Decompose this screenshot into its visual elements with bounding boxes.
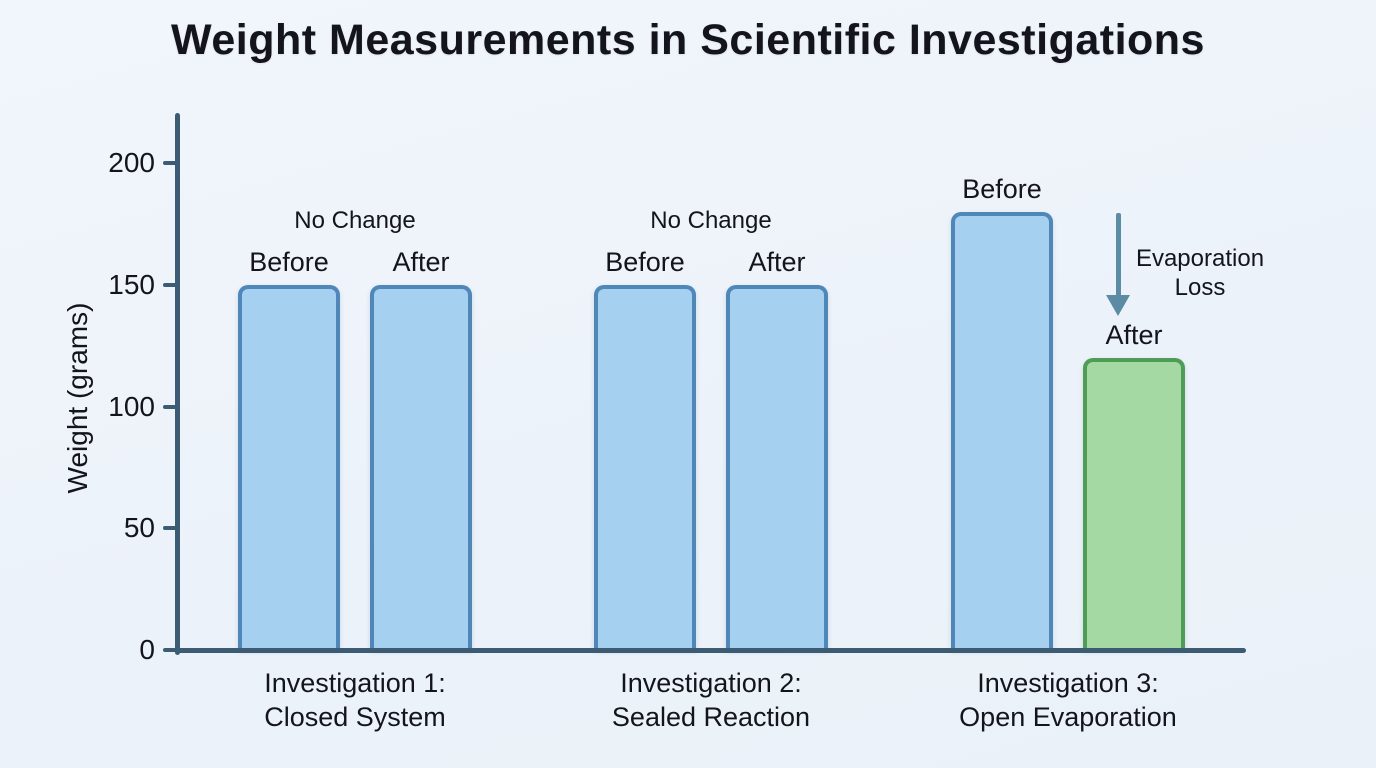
after-label-investigation-2: After — [748, 246, 806, 277]
y-tick-label-200: 200 — [108, 147, 155, 178]
bar-after-investigation-2 — [726, 284, 828, 650]
bar-before-investigation-1 — [238, 284, 340, 650]
y-tick-0 — [163, 648, 177, 652]
y-tick-50 — [163, 526, 177, 531]
annotation-no-change-1: No Change — [294, 207, 416, 234]
y-tick-label-50: 50 — [123, 512, 155, 544]
x-axis-line — [175, 648, 1246, 653]
bar-before-investigation-2 — [594, 284, 696, 650]
y-tick-label-100: 100 — [108, 390, 155, 422]
category-label-investigation-2: Investigation 2: Sealed Reaction — [611, 668, 811, 732]
y-tick-200 — [163, 161, 177, 165]
before-label-investigation-1: Before — [249, 246, 329, 277]
before-label-investigation-2: Before — [605, 246, 685, 277]
after-label-investigation-1: After — [392, 246, 450, 277]
after-label-investigation-3: After — [1105, 319, 1163, 350]
y-tick-label-150: 150 — [108, 268, 155, 300]
bar-after-investigation-1 — [370, 284, 472, 650]
bar-before-investigation-3 — [951, 211, 1053, 650]
category-label-investigation-3: Investigation 3: Open Evaporation — [959, 668, 1177, 732]
bar-after-investigation-3 — [1083, 357, 1185, 650]
y-tick-100 — [163, 404, 177, 409]
chart-title: Weight Measurements in Scientific Invest… — [171, 16, 1205, 64]
evaporation-arrow-line — [1116, 213, 1121, 297]
category-label-investigation-1: Investigation 1: Closed System — [264, 668, 446, 732]
y-tick-label-0: 0 — [139, 634, 155, 665]
y-axis-line — [175, 113, 180, 655]
evaporation-arrow-head-icon — [1106, 295, 1130, 316]
annotation-no-change-2: No Change — [650, 207, 772, 234]
y-tick-150 — [163, 282, 177, 287]
annotation-evaporation-loss: Evaporation Loss — [1135, 245, 1265, 301]
before-label-investigation-3: Before — [962, 173, 1042, 204]
